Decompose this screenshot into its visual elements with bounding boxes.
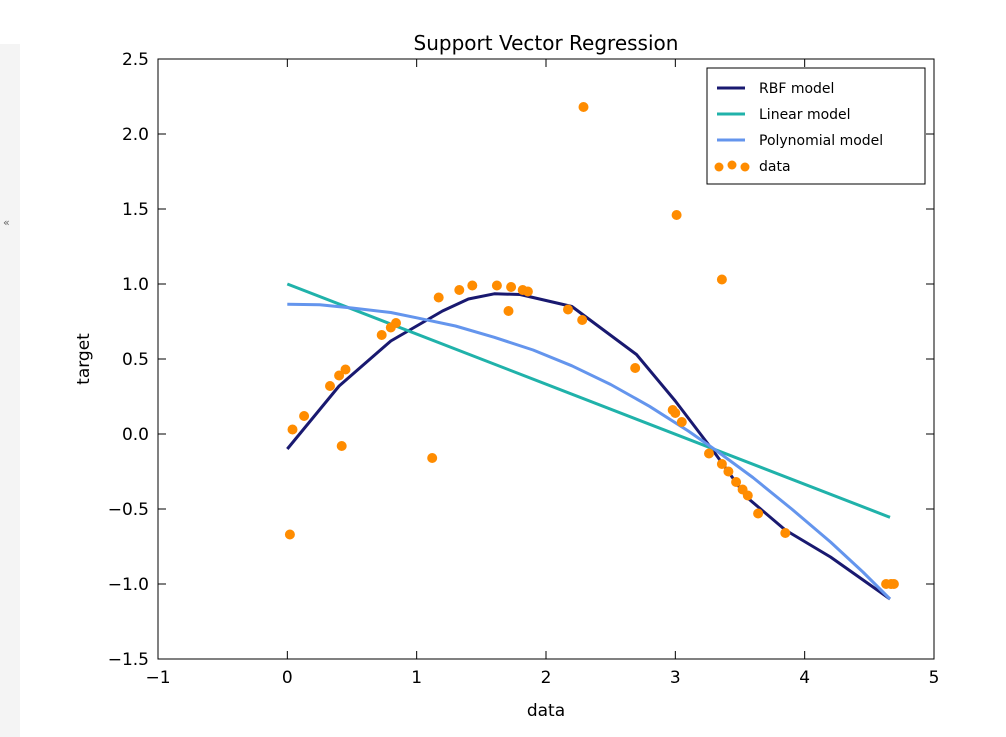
data-point bbox=[376, 330, 387, 340]
data-point bbox=[563, 304, 573, 315]
data-point bbox=[753, 508, 764, 519]
data-point bbox=[577, 315, 588, 325]
data-point bbox=[336, 441, 347, 451]
y-tick-label: 1.0 bbox=[122, 275, 149, 295]
legend-label: data bbox=[759, 159, 791, 175]
data-point bbox=[427, 453, 438, 463]
y-tick-label: −0.5 bbox=[108, 500, 149, 520]
y-tick-label: −1.0 bbox=[108, 575, 149, 595]
data-point bbox=[742, 490, 753, 501]
data-point bbox=[340, 364, 351, 375]
x-axis-label: data bbox=[527, 701, 565, 721]
legend-label: Polynomial model bbox=[759, 133, 883, 149]
chart-title: Support Vector Regression bbox=[414, 31, 679, 55]
legend-label: RBF model bbox=[759, 81, 834, 97]
y-tick-label: 2.0 bbox=[122, 125, 149, 145]
x-tick-label: 2 bbox=[541, 668, 552, 688]
data-point bbox=[325, 381, 335, 391]
legend-swatch-data bbox=[714, 162, 724, 172]
data-point bbox=[723, 466, 734, 477]
data-point bbox=[704, 448, 714, 459]
data-point bbox=[503, 306, 514, 316]
data-point bbox=[888, 579, 899, 589]
legend-label: Linear model bbox=[759, 107, 851, 123]
legend-swatch-data bbox=[727, 160, 737, 170]
data-point bbox=[284, 529, 295, 540]
data-point bbox=[676, 417, 687, 427]
x-tick-label: −1 bbox=[145, 668, 170, 688]
collapse-sidebar-icon[interactable]: « bbox=[3, 216, 10, 229]
data-point bbox=[391, 318, 401, 328]
x-tick-label: 4 bbox=[799, 668, 810, 688]
data-point bbox=[334, 370, 345, 381]
y-tick-label: 0.0 bbox=[122, 425, 149, 445]
data-point bbox=[670, 408, 681, 418]
data-point bbox=[467, 280, 478, 291]
legend-swatch-data bbox=[740, 162, 750, 172]
x-tick-label: 1 bbox=[411, 668, 422, 688]
y-tick-label: 2.5 bbox=[122, 50, 149, 70]
data-point bbox=[716, 459, 727, 469]
x-tick-label: 5 bbox=[929, 668, 940, 688]
legend: RBF model Linear model Polynomial model dat… bbox=[706, 67, 926, 185]
linear-model-line bbox=[286, 282, 891, 519]
y-tick-label: 0.5 bbox=[122, 350, 149, 370]
data-point bbox=[671, 210, 682, 220]
data-point bbox=[630, 363, 641, 373]
y-tick-label: −1.5 bbox=[108, 650, 149, 670]
x-tick-label: 0 bbox=[282, 668, 293, 688]
data-point bbox=[716, 274, 727, 285]
data-point bbox=[454, 285, 465, 295]
data-point bbox=[522, 286, 533, 297]
data-point bbox=[299, 411, 310, 421]
x-tick-label: 3 bbox=[670, 668, 681, 688]
data-point bbox=[491, 280, 502, 291]
y-axis-label: target bbox=[74, 333, 94, 385]
y-tick-label: 1.5 bbox=[122, 200, 149, 220]
data-point bbox=[780, 528, 791, 538]
data-point bbox=[506, 282, 517, 292]
polynomial-model-line bbox=[287, 302, 892, 601]
data-point bbox=[578, 102, 589, 112]
data-point bbox=[731, 477, 742, 487]
tick-layer: −1 0 1 2 3 4 5 −1.5 −1.0 −0.5 0.0 0.5 1.0 1.5 2.0 2.5 bbox=[108, 50, 940, 688]
data-point bbox=[287, 424, 298, 435]
series-layer bbox=[284, 102, 899, 601]
sidebar-strip: « bbox=[0, 44, 20, 737]
data-point bbox=[433, 292, 444, 303]
